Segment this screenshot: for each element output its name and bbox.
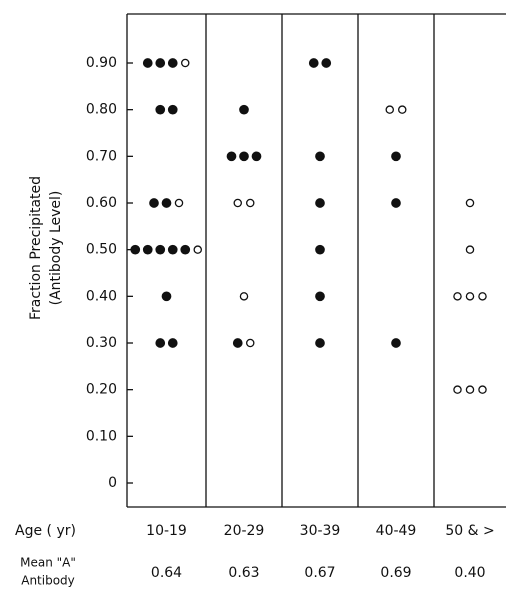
filled-dot xyxy=(315,291,325,302)
open-dot xyxy=(465,198,475,208)
mean-value: 0.40 xyxy=(454,565,485,581)
filled-dot xyxy=(391,338,401,348)
x-tick-label: 40-49 xyxy=(376,523,417,539)
filled-dot xyxy=(142,244,153,255)
filled-dot xyxy=(155,338,166,348)
filled-dot xyxy=(315,244,325,255)
y-tick-label: 0.30 xyxy=(86,335,117,351)
y-tick-label: 0.50 xyxy=(86,242,117,258)
mean-value: 0.69 xyxy=(380,565,411,581)
open-dot xyxy=(397,105,407,114)
y-tick-label: 0.40 xyxy=(86,288,117,304)
filled-dot xyxy=(130,244,141,255)
mean-value: 0.67 xyxy=(304,565,335,581)
mean-value: 0.63 xyxy=(228,565,259,581)
filled-dot xyxy=(315,198,325,208)
y-axis-label: Fraction Precipitated (Antibody Level) xyxy=(28,176,64,320)
filled-dot xyxy=(155,58,166,68)
filled-dot xyxy=(321,58,332,68)
filled-dot xyxy=(161,198,172,208)
open-dot xyxy=(239,292,249,301)
open-dot xyxy=(465,245,475,254)
y-tick-label: 0.20 xyxy=(86,382,117,398)
filled-dot xyxy=(315,338,325,348)
x-tick-label: 30-39 xyxy=(300,523,341,539)
open-dot xyxy=(385,105,394,114)
filled-dot xyxy=(167,58,178,68)
y-label-line: Fraction Precipitated xyxy=(28,176,44,320)
filled-dot xyxy=(251,151,262,162)
x-tick-label: 50 & > xyxy=(445,523,494,539)
filled-dot xyxy=(142,58,153,68)
filled-dot xyxy=(180,244,191,255)
y-tick-label: 0.80 xyxy=(86,102,117,118)
open-dot xyxy=(453,292,462,301)
open-dot xyxy=(465,385,475,394)
filled-dot xyxy=(167,104,178,115)
open-dot xyxy=(453,385,462,394)
y-tick-label: 0 xyxy=(108,475,117,491)
filled-dot xyxy=(167,338,178,348)
open-dot xyxy=(478,385,487,394)
open-dot xyxy=(245,198,255,208)
filled-dot xyxy=(149,198,159,208)
open-dot xyxy=(245,338,255,348)
open-dot xyxy=(233,198,242,208)
x-tick-label: 10-19 xyxy=(146,523,187,539)
y-tick-label: 0.10 xyxy=(86,428,117,444)
filled-dot xyxy=(315,151,325,162)
filled-dot xyxy=(308,58,319,68)
filled-dot xyxy=(155,104,166,115)
y-label-line: (Antibody Level) xyxy=(48,191,64,306)
y-tick-label: 0.90 xyxy=(86,55,117,71)
filled-dot xyxy=(155,244,166,255)
mean-label: Mean "A" xyxy=(20,556,76,570)
filled-dot xyxy=(391,198,401,208)
open-dot xyxy=(478,292,487,301)
x-axis-label: Age ( yr) xyxy=(15,523,76,539)
open-dot xyxy=(193,245,202,254)
open-dot xyxy=(174,198,184,208)
filled-dot xyxy=(239,104,249,115)
filled-dot xyxy=(391,151,401,162)
mean-value: 0.64 xyxy=(151,565,182,581)
mean-label: Antibody xyxy=(21,574,75,588)
x-tick-label: 20-29 xyxy=(224,523,265,539)
filled-dot xyxy=(239,151,249,162)
filled-dot xyxy=(161,291,172,302)
y-tick-label: 0.60 xyxy=(86,195,117,211)
open-dot xyxy=(180,58,190,68)
y-tick-label: 0.70 xyxy=(86,148,117,164)
filled-dot xyxy=(232,338,243,348)
open-dot xyxy=(465,292,475,301)
filled-dot xyxy=(167,244,178,255)
filled-dot xyxy=(226,151,237,162)
